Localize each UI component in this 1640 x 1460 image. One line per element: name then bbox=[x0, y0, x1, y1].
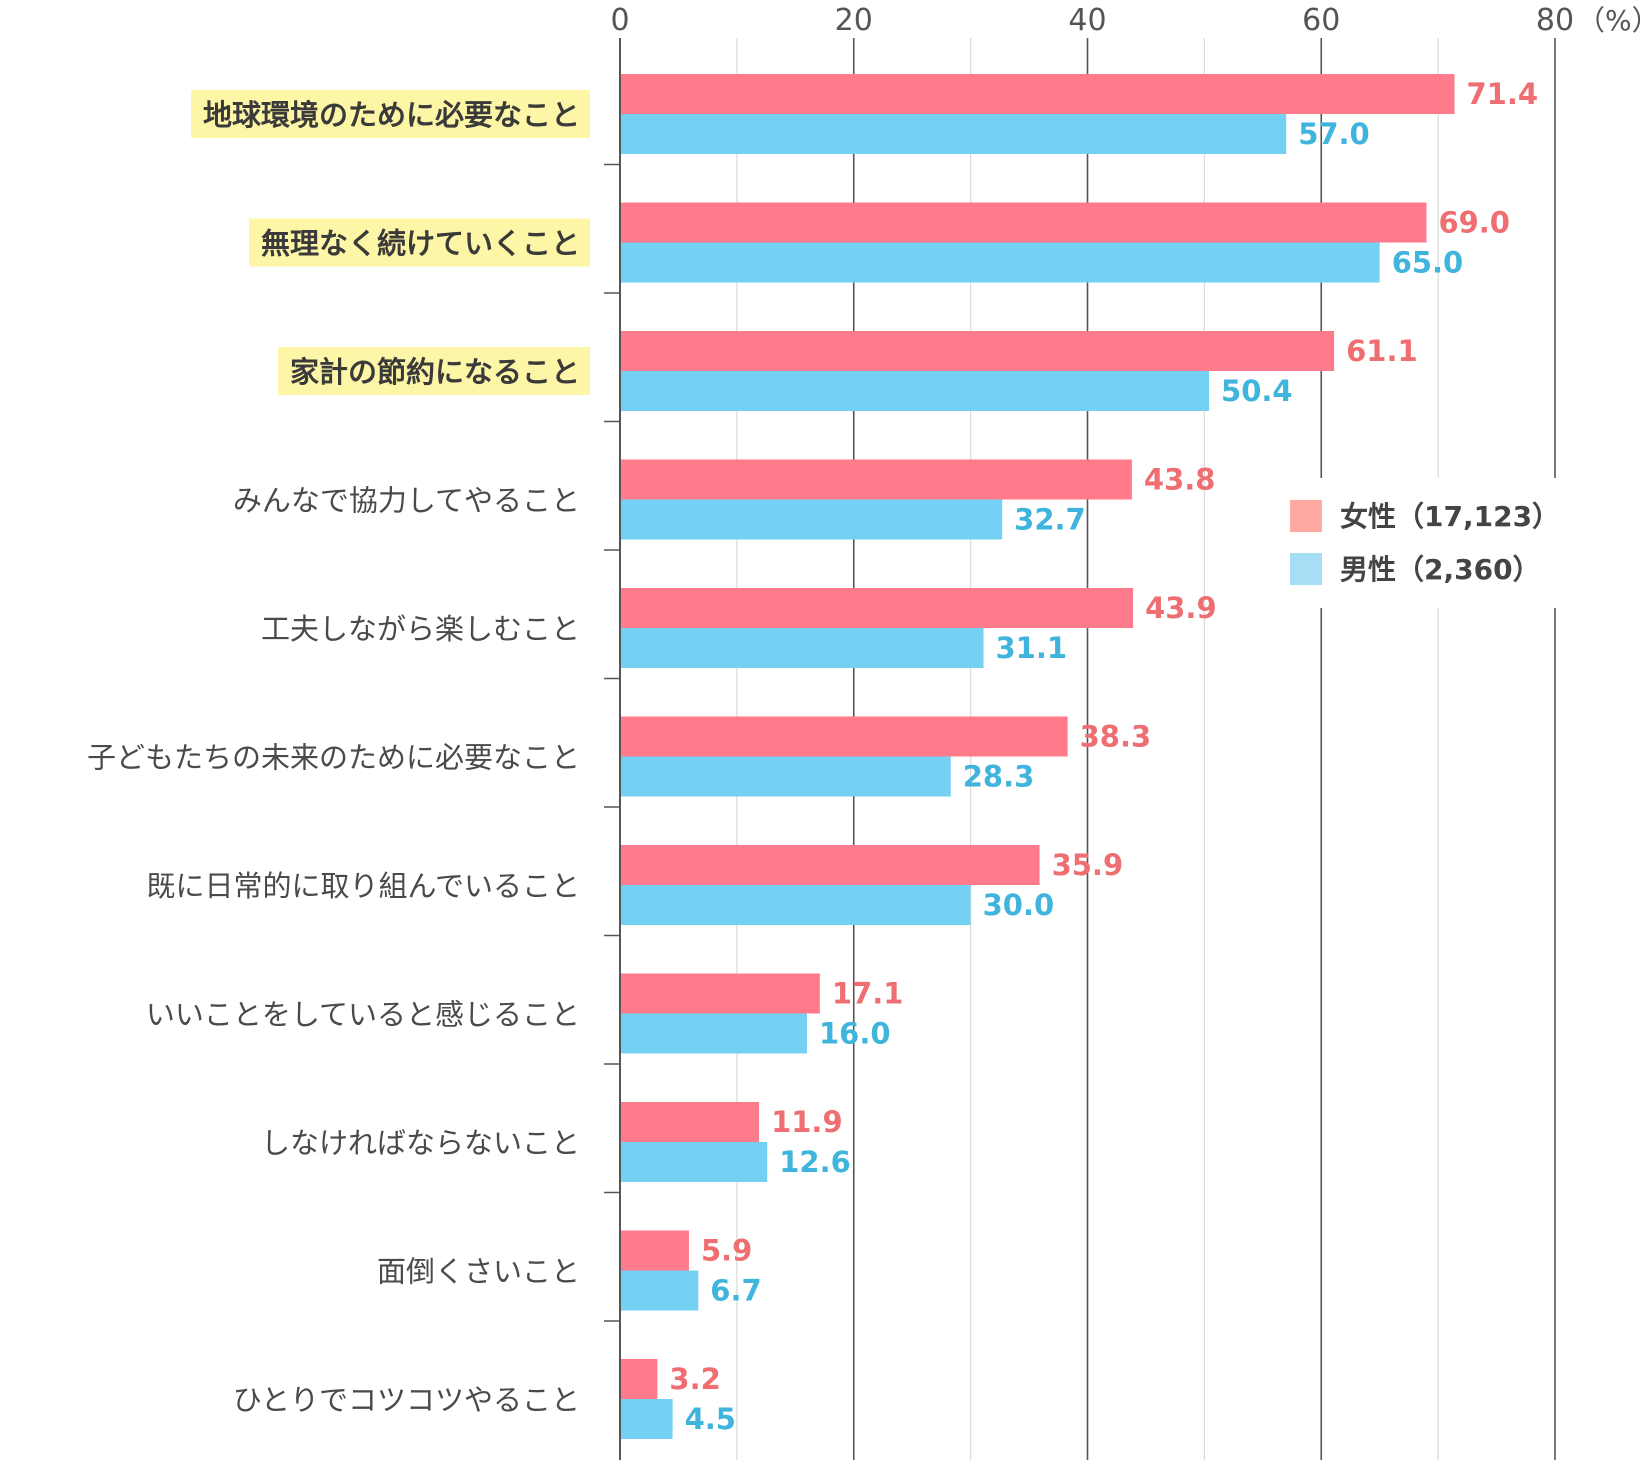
category-labels: 地球環境のために必要なこと無理なく続けていくこと家計の節約になることみんなで協力… bbox=[87, 90, 590, 1417]
category-label: ひとりでコツコツやること bbox=[233, 1383, 580, 1417]
bar-male bbox=[620, 371, 1210, 411]
value-label-male: 30.0 bbox=[983, 888, 1055, 922]
bar-female bbox=[620, 202, 1427, 243]
bar-male bbox=[620, 756, 951, 797]
category-label: みんなで協力してやること bbox=[233, 484, 580, 518]
bar-female bbox=[620, 1102, 760, 1142]
value-label-female: 17.1 bbox=[832, 977, 904, 1011]
value-label-male: 16.0 bbox=[819, 1017, 891, 1051]
bar-female bbox=[620, 74, 1455, 114]
category-highlight bbox=[190, 90, 590, 138]
bar-male bbox=[620, 1013, 807, 1054]
bar-female bbox=[620, 588, 1134, 628]
value-label-female: 5.9 bbox=[701, 1234, 752, 1268]
x-axis-unit: （%） bbox=[1577, 4, 1640, 37]
bar-male bbox=[620, 1142, 768, 1182]
legend-swatch-female bbox=[1290, 500, 1322, 532]
bar-female bbox=[620, 459, 1132, 500]
bar-male bbox=[620, 242, 1380, 283]
category-label: しなければならないこと bbox=[261, 1126, 580, 1160]
bar-male bbox=[620, 1270, 699, 1311]
value-label-female: 43.9 bbox=[1145, 591, 1217, 625]
category-label: 子どもたちの未来のために必要なこと bbox=[87, 741, 580, 775]
legend-swatch-male bbox=[1290, 553, 1322, 585]
category-label: 既に日常的に取り組んでいること bbox=[146, 869, 580, 903]
category-label: 面倒くさいこと bbox=[377, 1255, 580, 1289]
legend-background bbox=[1270, 478, 1560, 608]
legend-label-female: 女性（17,123） bbox=[1340, 500, 1560, 533]
bar-female bbox=[620, 1230, 689, 1271]
value-label-female: 38.3 bbox=[1080, 720, 1152, 754]
x-tick-label: 60 bbox=[1302, 3, 1340, 38]
category-label: 地球環境のために必要なこと bbox=[203, 98, 580, 132]
value-label-male: 65.0 bbox=[1392, 246, 1464, 280]
x-tick-label: 20 bbox=[835, 3, 873, 38]
value-label-female: 35.9 bbox=[1052, 848, 1124, 882]
value-label-female: 61.1 bbox=[1346, 334, 1418, 368]
value-label-female: 71.4 bbox=[1466, 77, 1538, 111]
value-label-female: 43.8 bbox=[1144, 463, 1216, 497]
x-tick-label: 40 bbox=[1068, 3, 1106, 38]
value-label-female: 3.2 bbox=[669, 1362, 720, 1396]
value-label-male: 28.3 bbox=[963, 760, 1035, 794]
x-axis-ticks: 0 20 40 60 80（%） bbox=[610, 3, 1640, 38]
category-label: 無理なく続けていくこと bbox=[261, 227, 580, 261]
value-label-male: 57.0 bbox=[1298, 117, 1370, 151]
bar-male bbox=[620, 628, 984, 668]
value-label-female: 69.0 bbox=[1438, 206, 1510, 240]
bar-female bbox=[620, 716, 1068, 757]
y-axis bbox=[604, 38, 621, 1460]
category-label: 工夫しながら楽しむこと bbox=[261, 612, 580, 646]
bar-female bbox=[620, 1359, 658, 1399]
x-tick-label: 0 bbox=[610, 3, 629, 38]
value-label-male: 50.4 bbox=[1221, 374, 1293, 408]
category-label: いいことをしていると感じること bbox=[146, 998, 580, 1032]
category-highlight bbox=[277, 347, 590, 395]
value-label-male: 4.5 bbox=[685, 1402, 736, 1436]
value-label-female: 11.9 bbox=[771, 1105, 843, 1139]
value-label-male: 12.6 bbox=[779, 1145, 851, 1179]
bar-female bbox=[620, 331, 1335, 371]
value-labels: 71.4 69.0 61.1 43.8 43.9 38.3 35.9 17.1 11.9 5.9 3… bbox=[669, 77, 1538, 1436]
category-highlight bbox=[248, 218, 590, 267]
category-label: 家計の節約になること bbox=[290, 355, 580, 389]
value-label-male: 31.1 bbox=[995, 631, 1067, 665]
bar-male bbox=[620, 499, 1003, 540]
value-label-male: 6.7 bbox=[710, 1274, 761, 1308]
bar-female bbox=[620, 973, 820, 1014]
value-label-male: 32.7 bbox=[1014, 503, 1086, 537]
bar-male bbox=[620, 885, 971, 925]
bar-male bbox=[620, 114, 1287, 154]
x-tick-label: 80 bbox=[1536, 3, 1574, 38]
legend: 女性（17,123） 男性（2,360） bbox=[1270, 478, 1560, 608]
legend-label-male: 男性（2,360） bbox=[1340, 553, 1541, 586]
bars bbox=[620, 74, 1455, 1439]
bar-female bbox=[620, 845, 1040, 885]
bar-male bbox=[620, 1399, 673, 1439]
